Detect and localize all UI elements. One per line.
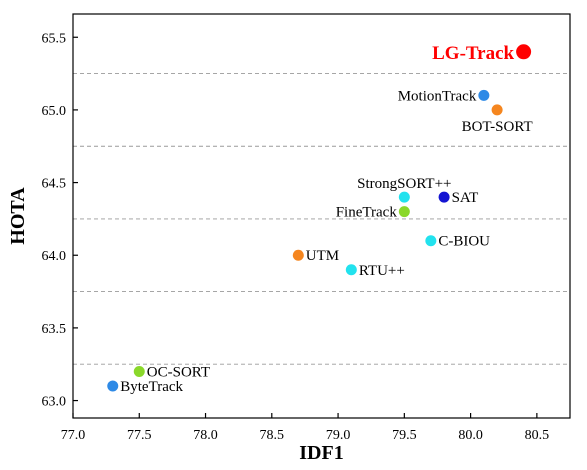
point-utm — [292, 249, 304, 261]
x-axis-title: IDF1 — [299, 442, 343, 464]
x-tick-label: 77.0 — [61, 428, 86, 443]
gridlines — [73, 73, 570, 365]
point-oc-sort — [133, 365, 145, 377]
point-label: BOT-SORT — [462, 119, 533, 135]
x-tick-label: 79.0 — [326, 428, 351, 443]
y-tick-label: 65.0 — [42, 104, 67, 119]
point-label: C-BIOU — [438, 234, 490, 250]
x-tick-label: 78.0 — [193, 428, 218, 443]
point-label: MotionTrack — [398, 88, 477, 104]
point-c-biou — [425, 235, 437, 247]
point-label: OC-SORT — [147, 364, 210, 380]
data-points: LG-Track MotionTrack BOT-SORT StrongSORT++S… — [107, 43, 533, 395]
x-tick-label: 79.5 — [392, 428, 417, 443]
y-tick-label: 64.0 — [42, 249, 67, 264]
point-label: FineTrack — [336, 205, 398, 221]
point-lg-track — [516, 44, 532, 60]
axis-ticks: 63.0 63.5 64.0 64.5 65.0 65.5 77.0 77.5 78.0 78.5… — [42, 31, 550, 443]
y-tick-label: 63.0 — [42, 395, 67, 410]
point-label: RTU++ — [359, 263, 405, 279]
y-tick-label: 65.5 — [42, 31, 67, 46]
x-tick-label: 80.0 — [458, 428, 483, 443]
point-sat — [438, 191, 450, 203]
point-label: StrongSORT++ — [357, 176, 451, 192]
point-label: ByteTrack — [120, 379, 183, 395]
point-rtu- — [345, 264, 357, 276]
y-tick-label: 63.5 — [42, 322, 67, 337]
point-bytetrack — [107, 380, 119, 392]
y-axis-title: HOTA — [7, 187, 29, 245]
x-tick-label: 78.5 — [260, 428, 285, 443]
point-strongsort- — [398, 191, 410, 203]
x-tick-label: 77.5 — [127, 428, 152, 443]
plot-frame — [72, 13, 571, 419]
x-tick-label: 80.5 — [525, 428, 550, 443]
point-label: LG-Track — [432, 43, 514, 64]
point-label: UTM — [306, 248, 339, 264]
point-bot-sort — [491, 104, 503, 116]
point-finetrack — [398, 206, 410, 218]
point-motiontrack — [478, 89, 490, 101]
point-label: SAT — [452, 190, 479, 206]
y-tick-label: 64.5 — [42, 177, 67, 192]
